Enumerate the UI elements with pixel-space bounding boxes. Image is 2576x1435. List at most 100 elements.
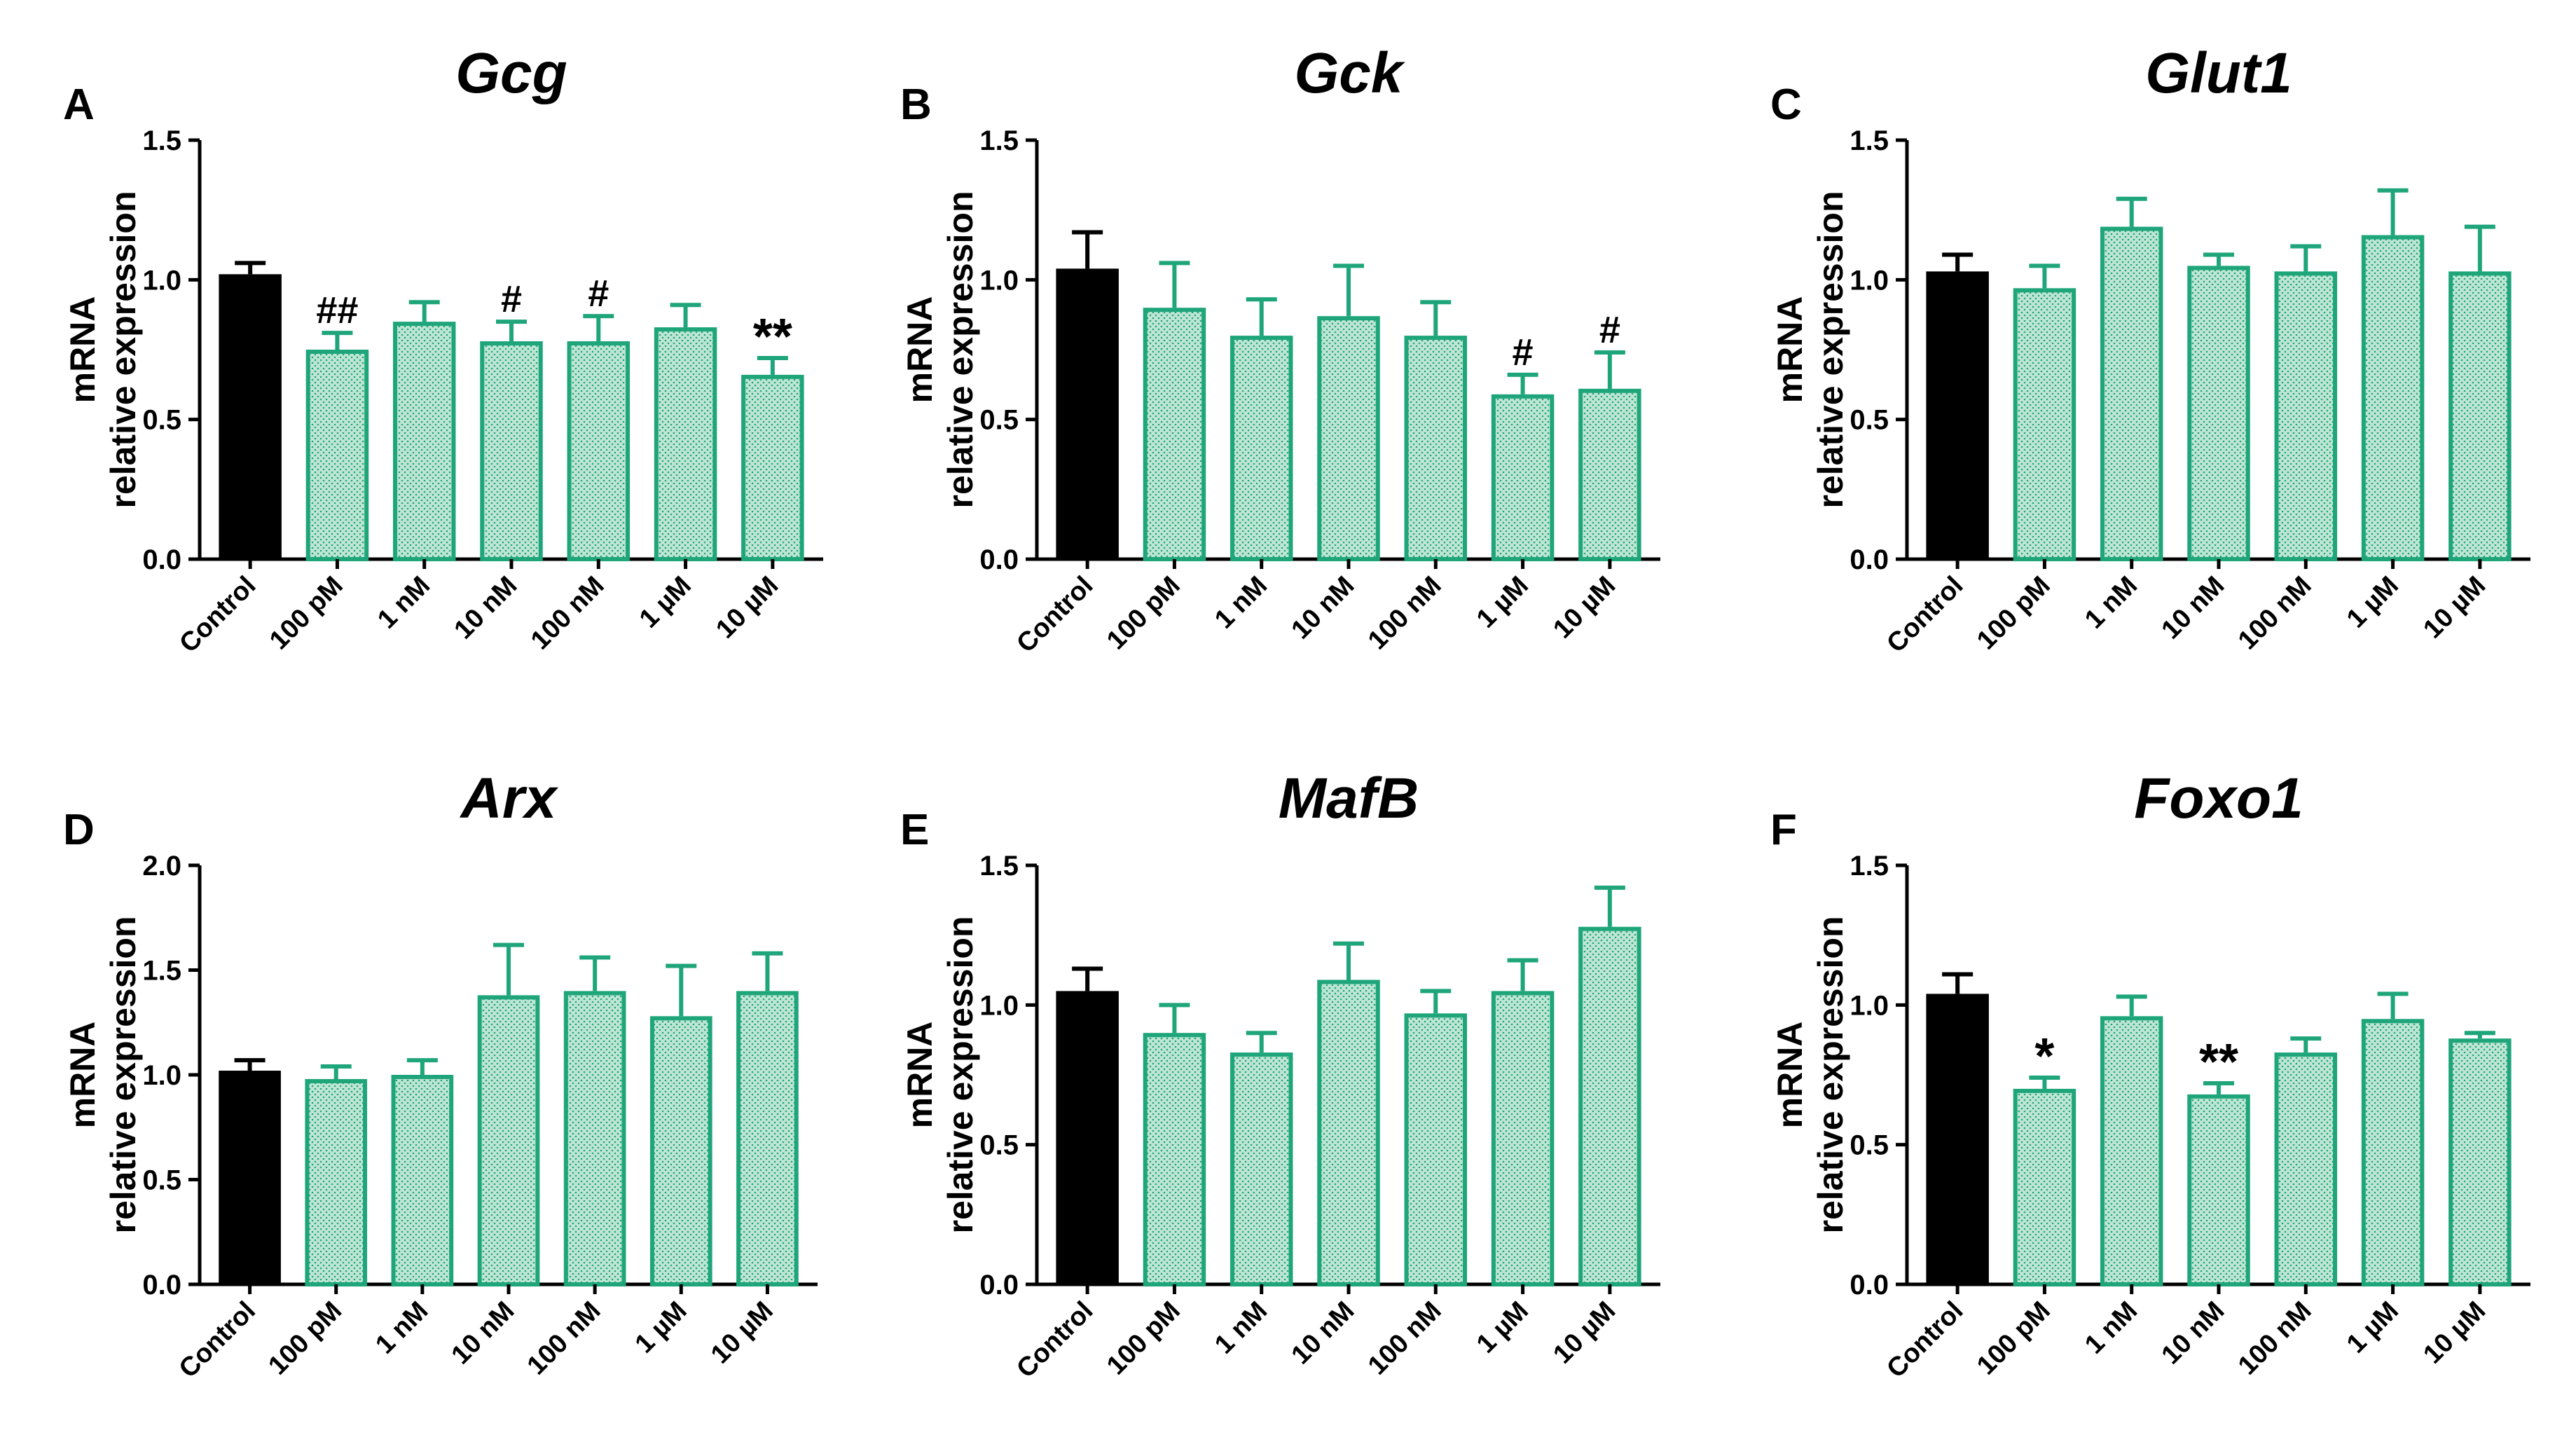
bar-treatment bbox=[1143, 1033, 1206, 1286]
chart-title: Arx bbox=[460, 767, 559, 830]
bar-treatment bbox=[2361, 235, 2425, 561]
y-tick-label: 0.0 bbox=[1850, 544, 1889, 575]
bar-treatment bbox=[2448, 271, 2512, 561]
bar-treatment bbox=[1317, 316, 1380, 561]
y-tick-label: 1.5 bbox=[979, 125, 1019, 156]
bar-control bbox=[1926, 994, 1989, 1284]
y-tick-label: 0.0 bbox=[979, 1270, 1019, 1300]
x-tick-label: Control bbox=[174, 571, 261, 659]
x-tick-label: 100 pM bbox=[1101, 1296, 1186, 1381]
x-tick-label: 10 nM bbox=[449, 571, 523, 645]
bar-treatment bbox=[649, 1016, 712, 1287]
panel-d: D Arx mRNA relative expression 0.0 0.5 1.0 1.5 2… bbox=[63, 767, 818, 1384]
significance-marker: # bbox=[1513, 331, 1534, 373]
bar-treatment bbox=[2013, 288, 2076, 561]
significance-marker: # bbox=[501, 278, 522, 320]
panel-label: E bbox=[900, 806, 929, 854]
x-tick-label: 1 nM bbox=[2079, 1296, 2143, 1360]
bar-treatment bbox=[741, 374, 804, 561]
bar-control bbox=[1056, 991, 1119, 1284]
y-axis-label-line2: relative expression bbox=[104, 916, 143, 1233]
x-tick-label: 100 nM bbox=[525, 571, 610, 656]
x-tick-label: 1 µM bbox=[2341, 1296, 2404, 1359]
chart-title: Gcg bbox=[455, 41, 567, 105]
x-tick-label: 100 nM bbox=[1363, 571, 1447, 656]
bar-treatment bbox=[392, 322, 456, 561]
x-tick-label: Control bbox=[1011, 571, 1098, 659]
x-tick-label: 1 µM bbox=[1471, 1296, 1534, 1359]
x-tick-label: 1 nM bbox=[1209, 1296, 1273, 1360]
y-axis-label-line2: relative expression bbox=[941, 191, 980, 508]
y-axis-label-line1: mRNA bbox=[900, 1022, 939, 1129]
bar-treatment bbox=[305, 350, 369, 561]
x-tick-label: 1 µM bbox=[2341, 571, 2404, 634]
y-axis-label-line1: mRNA bbox=[63, 1022, 102, 1129]
x-tick-label: 100 nM bbox=[2233, 571, 2317, 656]
y-tick-label: 1.0 bbox=[1850, 265, 1889, 296]
panel-b: B Gck mRNA relative expression 0.0 0.5 1.0 1.5 C… bbox=[900, 41, 1660, 659]
y-tick-label: 0.0 bbox=[142, 544, 181, 575]
x-tick-label: Control bbox=[1011, 1296, 1098, 1384]
bar-treatment bbox=[1404, 336, 1468, 561]
panel-f: F Foxo1 mRNA relative expression 0.0 0.5 1.0 1.… bbox=[1770, 767, 2530, 1384]
y-tick-label: 1.0 bbox=[142, 265, 181, 296]
bar-control bbox=[1056, 268, 1119, 559]
bar-control bbox=[219, 274, 282, 559]
y-tick-label: 1.0 bbox=[979, 265, 1019, 296]
bar-treatment bbox=[1491, 394, 1555, 562]
x-tick-label: 1 µM bbox=[630, 1296, 693, 1359]
chart-title: Gck bbox=[1295, 41, 1406, 105]
x-tick-label: 100 nM bbox=[1363, 1296, 1447, 1381]
chart-title: MafB bbox=[1279, 767, 1419, 830]
panel-label: C bbox=[1770, 81, 1802, 129]
y-axis-label-line2: relative expression bbox=[104, 191, 143, 508]
significance-marker: ** bbox=[753, 309, 792, 365]
x-tick-label: Control bbox=[1881, 571, 1969, 659]
bar-control bbox=[1926, 271, 1989, 559]
x-tick-label: 1 nM bbox=[2079, 571, 2143, 635]
y-tick-label: 0.5 bbox=[1850, 1130, 1889, 1161]
x-tick-label: 10 µM bbox=[2418, 1296, 2491, 1370]
y-tick-label: 0.5 bbox=[142, 1165, 181, 1196]
chart-title: Glut1 bbox=[2145, 41, 2292, 105]
y-tick-label: 2.0 bbox=[142, 851, 181, 881]
x-tick-label: 1 nM bbox=[372, 571, 436, 635]
panel-a: A Gcg mRNA relative expression 0.0 0.5 1.0 1.5 C… bbox=[63, 41, 823, 659]
y-tick-label: 0.5 bbox=[979, 1130, 1019, 1161]
x-tick-label: 100 pM bbox=[263, 1296, 347, 1381]
bar-treatment bbox=[1230, 336, 1293, 561]
y-tick-label: 1.5 bbox=[1850, 851, 1889, 881]
x-tick-label: 100 pM bbox=[1971, 1296, 2056, 1381]
panel-label: D bbox=[63, 806, 95, 854]
y-tick-label: 1.5 bbox=[142, 956, 181, 987]
bar-treatment bbox=[480, 341, 543, 561]
x-tick-label: Control bbox=[174, 1296, 261, 1384]
bar-treatment bbox=[2100, 226, 2163, 561]
y-tick-label: 1.5 bbox=[142, 125, 181, 156]
y-axis-label-line1: mRNA bbox=[1770, 1022, 1810, 1129]
bar-treatment bbox=[563, 991, 626, 1287]
x-tick-label: 1 µM bbox=[1471, 571, 1534, 634]
y-tick-label: 0.5 bbox=[1850, 405, 1889, 436]
y-axis-label-line2: relative expression bbox=[941, 916, 980, 1233]
bar-treatment bbox=[2448, 1038, 2512, 1286]
significance-marker: # bbox=[1599, 309, 1620, 351]
x-tick-label: 10 µM bbox=[2418, 571, 2491, 645]
x-tick-label: 100 pM bbox=[264, 571, 349, 656]
x-tick-label: 10 nM bbox=[2156, 1296, 2231, 1371]
y-axis-label-line2: relative expression bbox=[1811, 191, 1850, 508]
y-tick-label: 0.0 bbox=[979, 544, 1019, 575]
x-tick-label: 10 nM bbox=[1286, 571, 1361, 645]
bar-treatment bbox=[2187, 1094, 2250, 1286]
y-tick-label: 0.0 bbox=[1850, 1270, 1889, 1300]
bar-treatment bbox=[2361, 1019, 2425, 1287]
bar-treatment bbox=[2013, 1088, 2076, 1287]
y-axis-label-line2: relative expression bbox=[1811, 916, 1850, 1233]
x-tick-label: 1 nM bbox=[370, 1296, 434, 1360]
chart-title: Foxo1 bbox=[2134, 767, 2303, 830]
y-axis-label-line1: mRNA bbox=[900, 296, 939, 404]
x-tick-label: 10 nM bbox=[446, 1296, 521, 1371]
panel-c: C Glut1 mRNA relative expression 0.0 0.5 1.0 1.… bbox=[1770, 41, 2530, 659]
significance-marker: ## bbox=[316, 289, 358, 331]
x-tick-label: 10 µM bbox=[705, 1296, 779, 1370]
